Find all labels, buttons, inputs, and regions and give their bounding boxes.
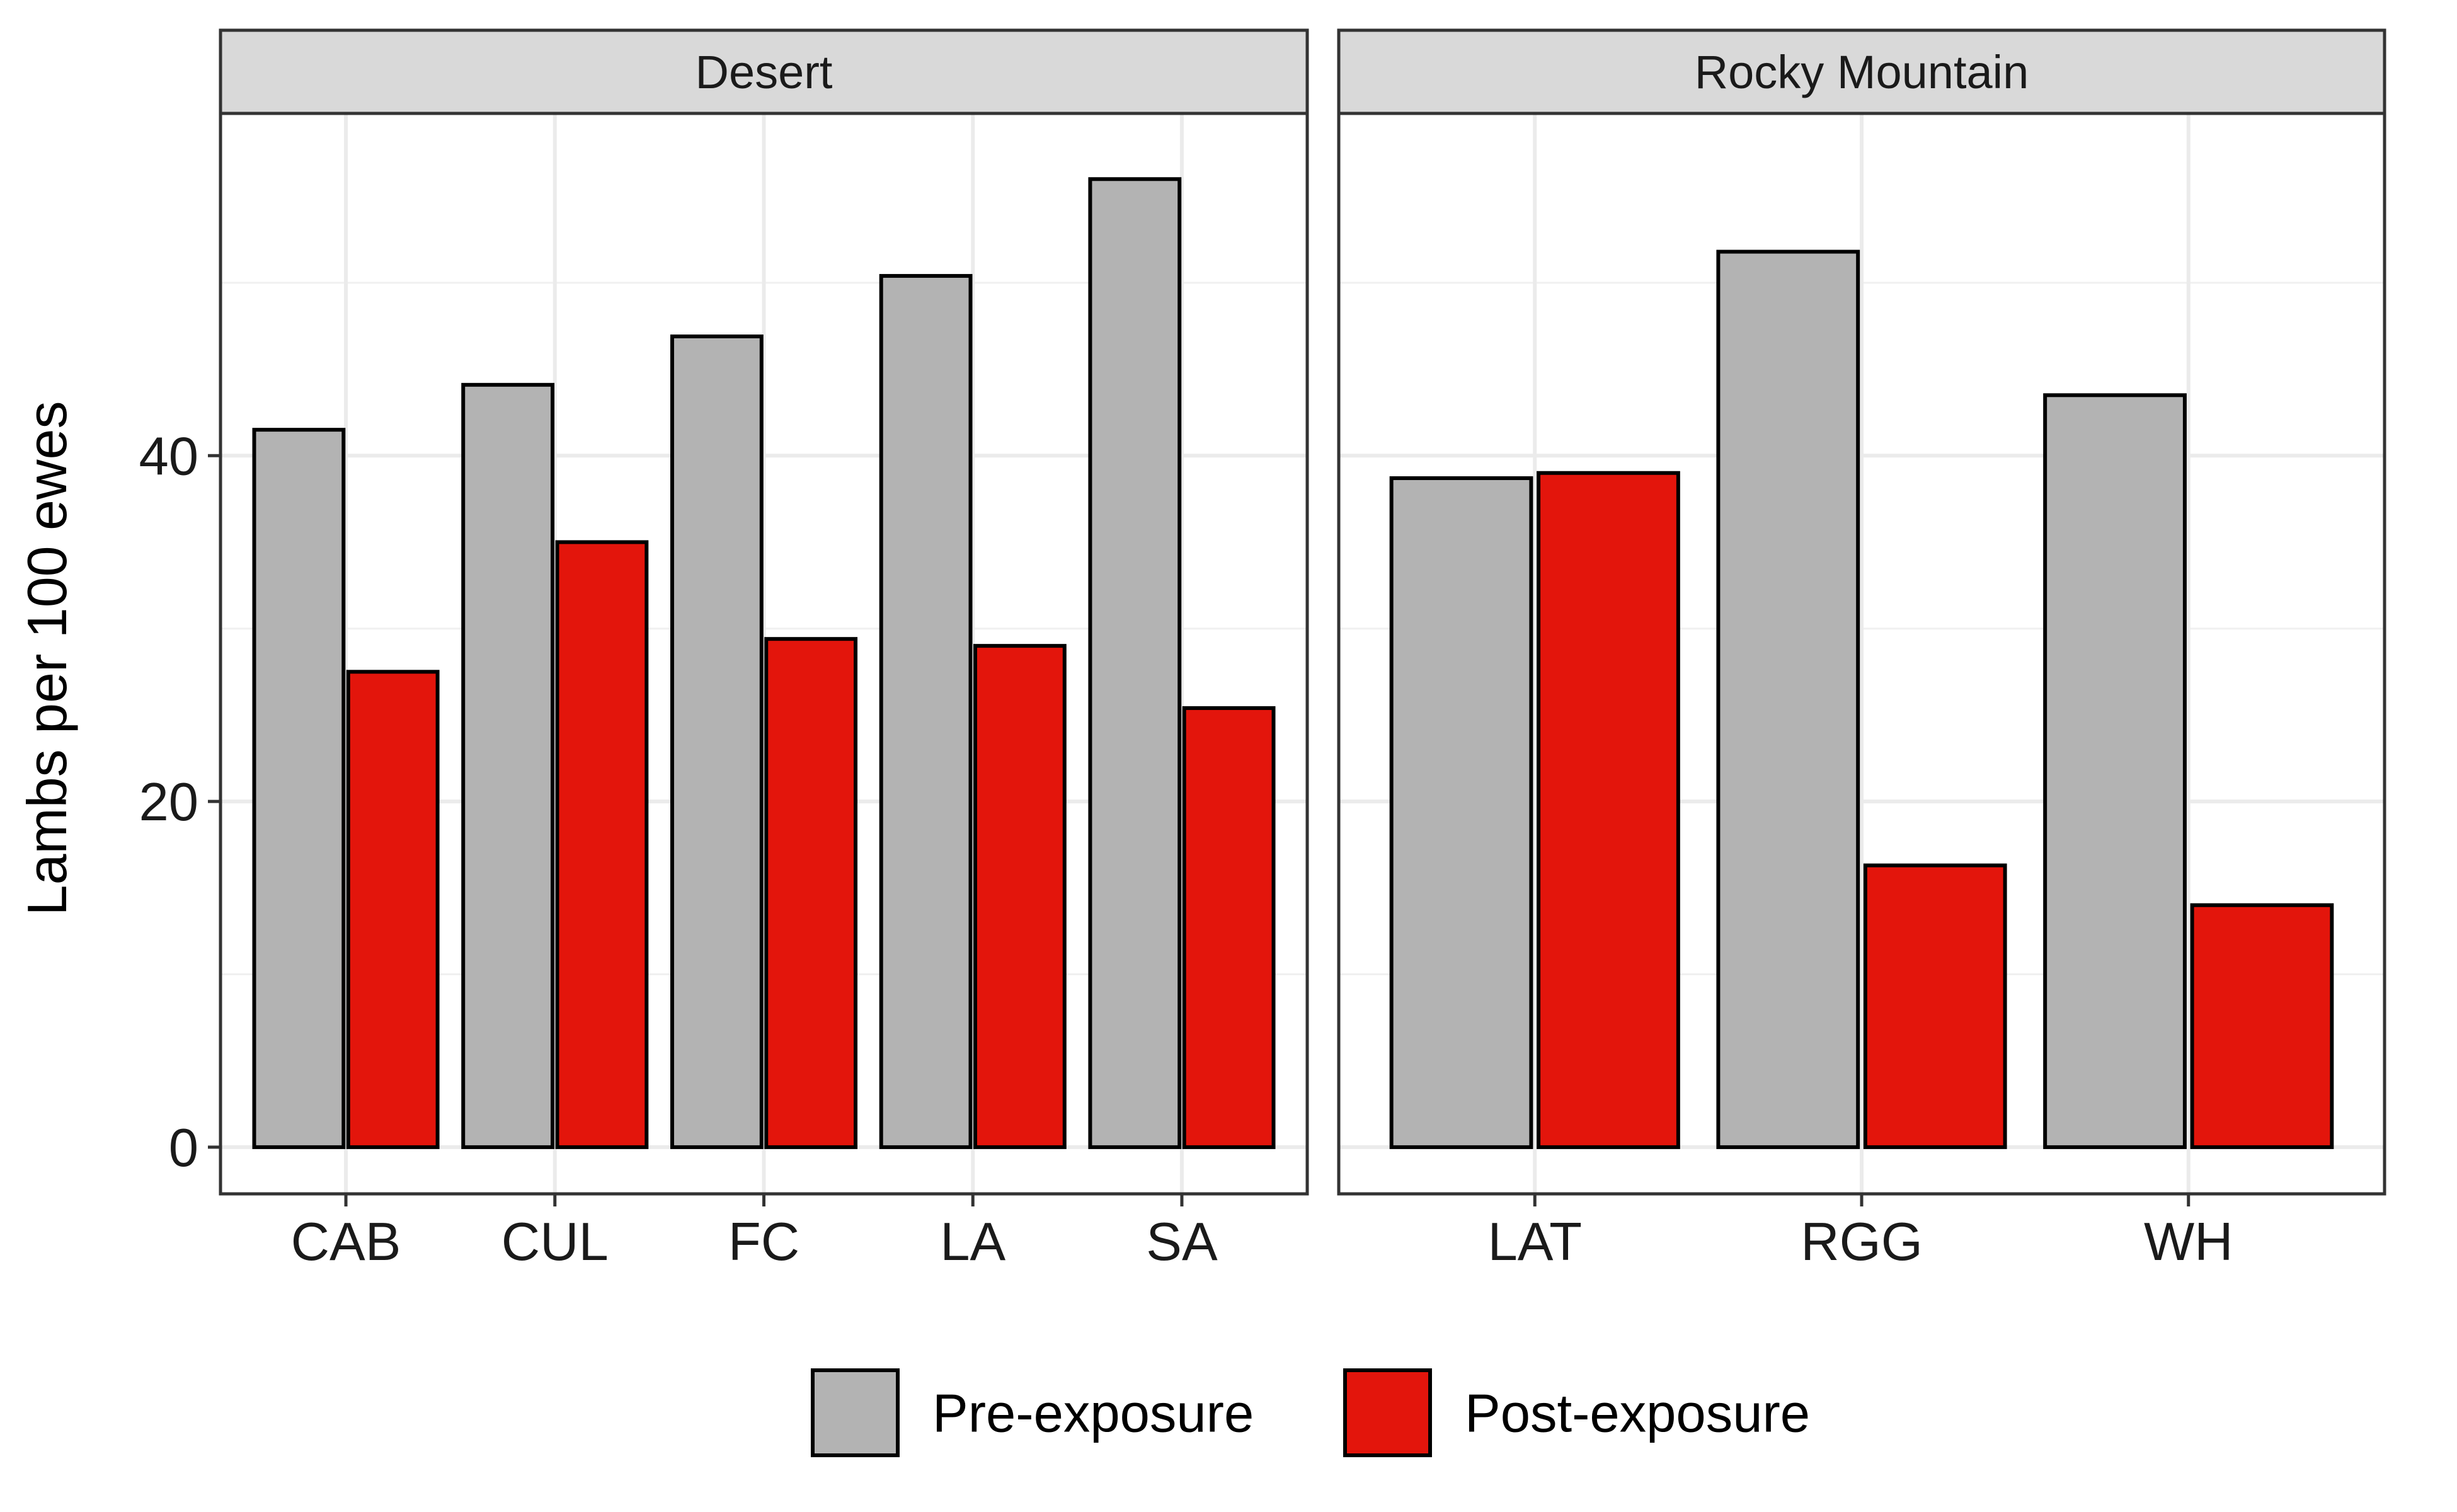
bar-post-CUL [555,540,649,1149]
panel-1: LAT RGG WH Rocky Mountain [1337,28,2386,1272]
bar-post-RGG [1863,863,2007,1149]
bar-post-FC [764,637,858,1149]
x-tick-label-LAT: LAT [1487,1212,1582,1272]
bar-post-SA [1182,706,1276,1149]
y-tick-label: 0 [169,1118,198,1178]
x-tick-label-RGG: RGG [1801,1212,1923,1272]
panel-0: CAB CUL FC LA SA Desert 0 20 40 [139,28,1309,1272]
x-tick-label-SA: SA [1146,1212,1218,1272]
y-tick-label: 20 [139,772,198,832]
legend: Pre-exposure Post-exposure [811,1368,1810,1457]
bar-post-CAB [346,670,440,1149]
facet-strip [219,28,1309,115]
x-tick-label-LA: LA [940,1212,1005,1272]
bar-pre-LA [879,273,973,1149]
panels-layer: CAB CUL FC LA SA Desert 0 20 40 LAT RGG WH Rocky Mou… [139,28,2386,1272]
bar-post-WH [2190,903,2334,1149]
legend-key-post [1343,1368,1432,1457]
x-tick-label-FC: FC [728,1212,799,1272]
bar-pre-CUL [461,382,555,1149]
x-tick-label-WH: WH [2144,1212,2233,1272]
x-tick-label-CAB: CAB [291,1212,401,1272]
facet-strip-label: Desert [696,46,833,98]
bar-pre-LAT [1389,476,1533,1149]
bar-post-LAT [1537,471,1680,1149]
bar-post-LA [973,644,1067,1149]
bar-pre-FC [670,334,764,1149]
legend-key-pre [811,1368,900,1457]
y-axis-title: Lambs per 100 ewes [16,401,78,916]
legend-label-pre: Pre-exposure [932,1384,1254,1444]
facet-strip [1337,28,2386,115]
bar-pre-SA [1088,177,1182,1149]
bar-pre-RGG [1716,249,1860,1149]
bar-pre-WH [2043,393,2187,1149]
x-tick-label-CUL: CUL [501,1212,609,1272]
bar-pre-CAB [252,428,346,1149]
facet-strip-label: Rocky Mountain [1695,46,2029,98]
y-tick-label: 40 [139,427,198,486]
legend-label-post: Post-exposure [1465,1384,1810,1444]
